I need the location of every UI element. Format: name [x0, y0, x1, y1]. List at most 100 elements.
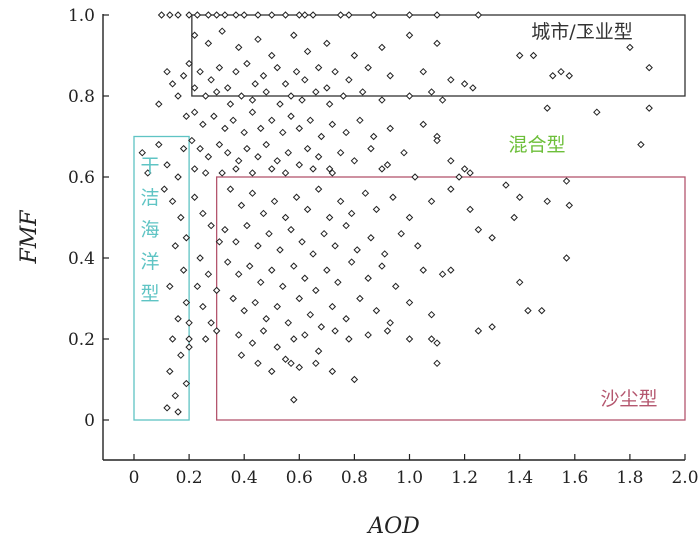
data-point	[212, 327, 221, 335]
data-point	[168, 80, 177, 88]
data-point	[273, 63, 281, 72]
data-point	[201, 169, 210, 177]
data-point	[295, 11, 304, 19]
data-point	[392, 282, 400, 291]
data-point	[174, 11, 182, 19]
data-point	[427, 197, 436, 206]
data-point	[309, 250, 317, 258]
data-point	[248, 189, 257, 197]
data-point	[331, 327, 339, 335]
data-point	[303, 205, 312, 214]
data-point	[383, 327, 392, 335]
data-point	[303, 47, 312, 56]
data-point	[323, 266, 331, 274]
data-point	[207, 319, 215, 327]
data-point	[287, 359, 295, 368]
data-point	[234, 331, 243, 339]
region-box	[215, 176, 686, 421]
data-point	[168, 197, 177, 206]
data-point	[323, 39, 331, 48]
data-point	[287, 92, 295, 100]
data-point	[325, 213, 334, 222]
data-point	[185, 319, 193, 327]
data-point	[584, 27, 593, 35]
data-point	[488, 234, 496, 242]
data-point	[290, 396, 298, 404]
data-point	[259, 327, 268, 335]
data-point	[314, 63, 323, 72]
y-tick-label: 0	[84, 411, 95, 431]
data-point	[386, 124, 394, 133]
data-point	[312, 88, 320, 96]
data-point	[292, 193, 301, 201]
data-point	[168, 335, 177, 343]
data-point	[309, 11, 317, 19]
data-point	[562, 254, 571, 262]
data-point	[367, 144, 375, 153]
data-point	[290, 31, 298, 39]
x-tick-label: 0.2	[176, 468, 203, 488]
data-point	[356, 116, 364, 125]
data-point	[204, 153, 213, 161]
data-point	[562, 177, 571, 185]
data-point	[419, 120, 427, 129]
data-point	[248, 169, 257, 177]
data-point	[138, 148, 146, 157]
data-point	[265, 229, 273, 238]
data-point	[185, 335, 193, 343]
data-point	[166, 367, 174, 376]
data-point	[433, 39, 441, 48]
data-point	[383, 161, 392, 169]
data-point	[645, 104, 653, 112]
data-point	[166, 11, 174, 19]
data-point	[196, 144, 204, 153]
data-point	[163, 404, 171, 412]
data-point	[295, 124, 304, 133]
data-point	[350, 51, 359, 60]
data-point	[279, 128, 287, 137]
data-point	[254, 153, 262, 161]
data-point	[538, 306, 546, 315]
data-point	[155, 100, 163, 108]
data-point	[438, 270, 447, 278]
data-point	[317, 132, 326, 141]
data-point	[243, 59, 251, 68]
data-point	[201, 92, 210, 100]
data-point	[268, 116, 276, 125]
data-point	[306, 116, 315, 125]
x-tick-label: 1.0	[396, 468, 423, 488]
data-point	[254, 242, 262, 250]
data-point	[215, 63, 224, 72]
data-point	[273, 302, 281, 311]
data-point	[295, 161, 304, 169]
data-point	[281, 169, 290, 177]
data-point	[405, 213, 414, 222]
x-tick-label: 2.0	[671, 468, 698, 488]
data-point	[190, 108, 199, 116]
data-point	[328, 120, 337, 129]
data-point	[301, 76, 309, 84]
data-point	[276, 246, 284, 254]
data-point	[171, 242, 180, 250]
data-point	[626, 43, 634, 52]
data-point	[196, 67, 204, 76]
data-point	[350, 157, 359, 165]
data-point	[515, 278, 524, 287]
data-point	[303, 144, 312, 153]
region-boxes	[133, 14, 686, 421]
data-point	[259, 72, 268, 80]
data-point	[427, 88, 436, 96]
data-point	[226, 100, 235, 108]
data-point	[199, 120, 207, 129]
data-point	[273, 157, 281, 165]
data-point	[325, 165, 334, 173]
data-point	[342, 315, 350, 323]
data-point	[334, 278, 342, 287]
data-point	[273, 343, 281, 351]
x-tick-label: 1.8	[616, 468, 643, 488]
data-point	[232, 165, 240, 173]
data-point	[190, 165, 199, 173]
data-point	[336, 197, 345, 206]
data-point	[301, 274, 309, 282]
